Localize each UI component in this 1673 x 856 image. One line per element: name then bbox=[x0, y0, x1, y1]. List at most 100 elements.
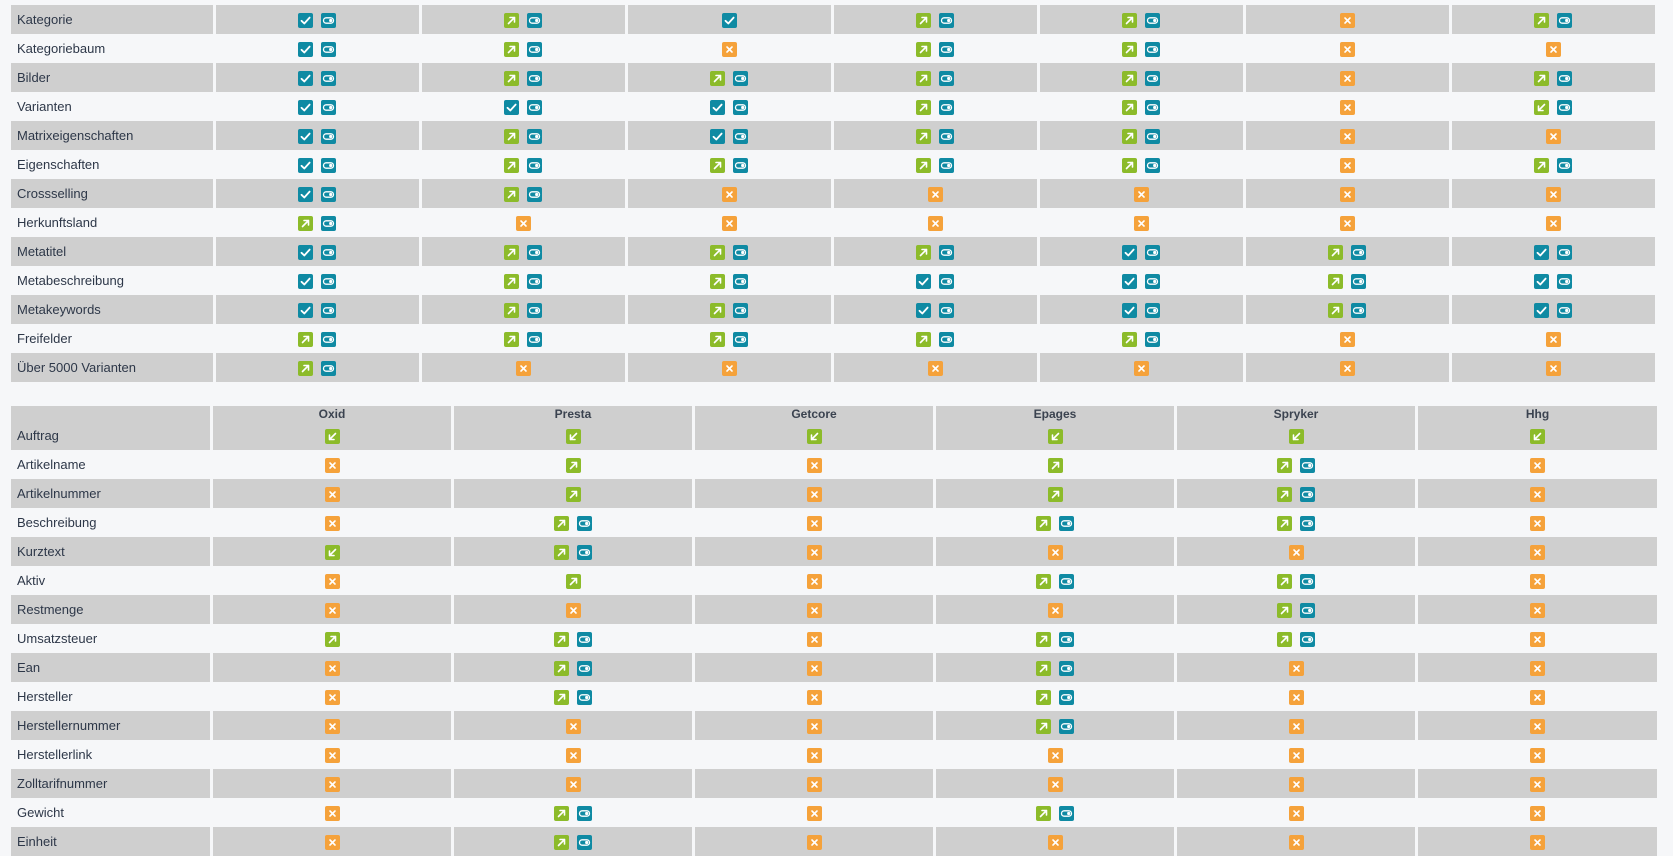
unsupported-x-icon bbox=[565, 747, 581, 763]
unsupported-x-icon bbox=[806, 805, 822, 821]
row-label: Matrixeigenschaften bbox=[11, 121, 213, 150]
unsupported-x-icon bbox=[1047, 544, 1063, 560]
feature-cell bbox=[1418, 740, 1657, 769]
feature-cell bbox=[936, 421, 1174, 450]
row-label: Herstellernummer bbox=[11, 711, 210, 740]
unsupported-x-icon bbox=[1530, 631, 1545, 647]
feature-cell bbox=[833, 121, 1037, 150]
sync-toggle-icon bbox=[939, 244, 955, 260]
check-icon bbox=[710, 128, 726, 144]
feature-cell bbox=[1246, 34, 1449, 63]
unsupported-x-icon bbox=[1545, 331, 1561, 347]
sync-toggle-icon bbox=[939, 302, 955, 318]
export-arrow-icon bbox=[1277, 602, 1292, 618]
table-row: Gewicht bbox=[11, 798, 1657, 827]
check-icon bbox=[298, 244, 314, 260]
check-icon bbox=[298, 302, 314, 318]
unsupported-x-icon bbox=[806, 776, 822, 792]
export-arrow-icon bbox=[710, 244, 726, 260]
unsupported-x-icon bbox=[565, 602, 581, 618]
feature-cell bbox=[1039, 121, 1243, 150]
export-arrow-icon bbox=[1534, 157, 1550, 173]
sync-toggle-icon bbox=[1300, 602, 1315, 618]
export-arrow-icon bbox=[1328, 244, 1344, 260]
feature-cell bbox=[1452, 208, 1655, 237]
sync-toggle-icon bbox=[577, 515, 592, 531]
column-header: Spryker bbox=[1177, 406, 1415, 421]
unsupported-x-icon bbox=[806, 515, 822, 531]
table-row: Umsatzsteuer bbox=[11, 624, 1657, 653]
feature-cell bbox=[215, 121, 419, 150]
feature-cell bbox=[1040, 150, 1243, 179]
table-row: Metakeywords bbox=[11, 295, 1655, 324]
sync-toggle-icon bbox=[1145, 128, 1161, 144]
table-row: Crossselling bbox=[11, 179, 1655, 208]
export-arrow-icon bbox=[554, 515, 569, 531]
unsupported-x-icon bbox=[927, 215, 943, 231]
feature-cell bbox=[1452, 92, 1655, 121]
export-arrow-icon bbox=[1036, 718, 1051, 734]
feature-cell bbox=[454, 624, 692, 653]
export-arrow-icon bbox=[565, 457, 581, 473]
sync-toggle-icon bbox=[1059, 689, 1074, 705]
row-label: Hersteller bbox=[17, 689, 73, 704]
unsupported-x-icon bbox=[324, 660, 340, 676]
feature-cell bbox=[1245, 353, 1449, 382]
check-icon bbox=[504, 99, 520, 115]
feature-cell bbox=[1451, 179, 1655, 208]
sync-toggle-icon bbox=[527, 331, 543, 347]
export-arrow-icon bbox=[504, 302, 520, 318]
feature-cell bbox=[213, 537, 451, 566]
unsupported-x-icon bbox=[324, 486, 340, 502]
sync-toggle-icon bbox=[577, 689, 592, 705]
feature-cell bbox=[1177, 624, 1415, 653]
feature-cell bbox=[936, 450, 1174, 479]
export-arrow-icon bbox=[554, 805, 569, 821]
unsupported-x-icon bbox=[1545, 360, 1561, 376]
feature-cell bbox=[1177, 827, 1415, 856]
export-arrow-icon bbox=[1036, 631, 1051, 647]
unsupported-x-icon bbox=[806, 457, 822, 473]
feature-cell bbox=[213, 421, 451, 450]
feature-cell bbox=[454, 682, 692, 711]
row-label: Metatitel bbox=[11, 237, 213, 266]
export-arrow-icon bbox=[565, 573, 581, 589]
feature-cell bbox=[1245, 179, 1449, 208]
feature-cell bbox=[216, 324, 419, 353]
export-arrow-icon bbox=[1122, 70, 1138, 86]
unsupported-x-icon bbox=[1339, 215, 1355, 231]
feature-cell bbox=[215, 179, 419, 208]
row-label: Freifelder bbox=[17, 331, 72, 346]
table-row: Varianten bbox=[11, 92, 1655, 121]
table-row: Herkunftsland bbox=[11, 208, 1655, 237]
feature-cell bbox=[833, 5, 1037, 34]
unsupported-x-icon bbox=[1530, 515, 1545, 531]
sync-toggle-icon bbox=[577, 544, 592, 560]
table-row: Matrixeigenschaften bbox=[11, 121, 1655, 150]
feature-cell bbox=[1418, 566, 1657, 595]
unsupported-x-icon bbox=[1530, 457, 1545, 473]
unsupported-x-icon bbox=[1288, 544, 1304, 560]
export-arrow-icon bbox=[554, 834, 569, 850]
feature-cell bbox=[1246, 150, 1449, 179]
feature-cell bbox=[1177, 421, 1415, 450]
feature-cell bbox=[422, 208, 625, 237]
sync-toggle-icon bbox=[1145, 12, 1161, 28]
export-arrow-icon bbox=[1047, 457, 1063, 473]
export-arrow-icon bbox=[710, 70, 726, 86]
sync-toggle-icon bbox=[321, 128, 337, 144]
feature-cell bbox=[1177, 450, 1415, 479]
feature-cell bbox=[1246, 324, 1449, 353]
table-row: Restmenge bbox=[11, 595, 1657, 624]
sync-toggle-icon bbox=[939, 41, 955, 57]
feature-cell bbox=[1451, 121, 1655, 150]
feature-cell bbox=[454, 508, 692, 537]
feature-cell bbox=[215, 295, 419, 324]
sync-toggle-icon bbox=[321, 331, 337, 347]
feature-cell bbox=[936, 624, 1174, 653]
feature-cell bbox=[627, 5, 831, 34]
sync-toggle-icon bbox=[1145, 70, 1161, 86]
unsupported-x-icon bbox=[927, 186, 943, 202]
export-arrow-icon bbox=[1122, 41, 1138, 57]
sync-toggle-icon bbox=[1059, 660, 1074, 676]
